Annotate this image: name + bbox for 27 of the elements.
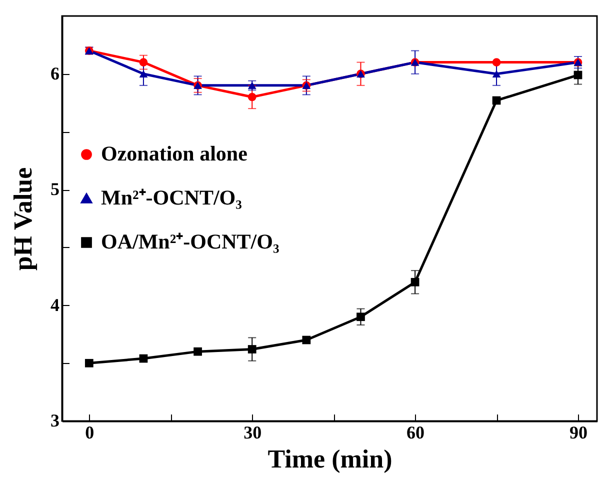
legend-label: Mn²⁺-OCNT/O₃ [101,186,242,210]
x-axis-title: Time (min) [268,444,392,474]
x-tick-label: 60 [406,422,425,442]
point [194,347,202,356]
legend-label: Ozonation alone [101,142,248,166]
point [410,278,420,286]
point [574,70,582,80]
point [84,358,94,368]
y-axis-title: pH Value [8,167,38,271]
point [356,312,365,322]
x-tick-label: 0 [85,422,94,442]
point [248,92,256,102]
x-tick-label: 30 [244,422,262,442]
y-tick-label: 5 [50,179,60,200]
point [139,58,148,66]
point [492,58,501,66]
y-tick-label: 3 [50,410,60,430]
x-tick-label: 90 [569,422,588,442]
point [139,70,148,78]
point [139,354,148,363]
point [492,96,501,105]
point [492,70,501,78]
y-tick-label: 4 [50,294,60,315]
point [302,336,311,344]
y-tick-label: 6 [50,63,60,84]
legend-label: OA/Mn²⁺-OCNT/O₃ [101,230,280,254]
point [248,345,256,354]
